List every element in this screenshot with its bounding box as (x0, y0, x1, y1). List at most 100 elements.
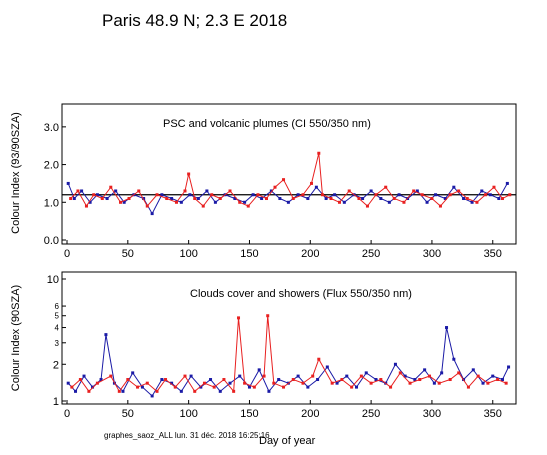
bottom-series-0-point (335, 381, 339, 385)
bottom-y-tick-label: 2 (53, 359, 59, 371)
bottom-series-0-point (471, 368, 475, 372)
bottom-series-0-point (364, 371, 368, 375)
top-series-1-point (465, 197, 469, 201)
bottom-series-0-point (491, 374, 495, 378)
bottom-series-1-point (369, 381, 373, 385)
top-series-1-point (402, 200, 406, 204)
top-series-1-point (384, 185, 388, 189)
top-series-0-point (342, 200, 346, 204)
top-series-0-point (179, 200, 183, 204)
bottom-series-0-point (66, 381, 70, 385)
top-series-1-point (310, 181, 314, 185)
top-series-0-point (314, 185, 318, 189)
top-series-1-point (448, 193, 452, 197)
top-series-0-point (488, 193, 492, 197)
bottom-series-0-point (413, 378, 417, 382)
top-series-1-point (347, 189, 351, 193)
top-series-1-point (174, 200, 178, 204)
top-series-0-point (188, 193, 192, 197)
bottom-series-0-point (355, 385, 359, 389)
top-series-0-point (66, 181, 70, 185)
top-series-0-point (233, 197, 237, 201)
top-y-tick-label: 2.0 (44, 160, 59, 172)
top-series-0-point (470, 200, 474, 204)
bottom-series-1-point (183, 374, 187, 378)
top-series-1-point (201, 204, 205, 208)
top-series-1-point (457, 189, 461, 193)
top-y-tick-label: 1.0 (44, 197, 59, 209)
top-series-1-point (238, 200, 242, 204)
bottom-series-0-line (67, 327, 510, 397)
bottom-series-1-point (222, 378, 226, 382)
bottom-series-1-point (272, 381, 276, 385)
bottom-y-tick-label: 5 (55, 312, 60, 321)
bottom-series-1-point (291, 378, 295, 382)
bottom-series-1-point (212, 385, 216, 389)
bottom-series-0-point (247, 385, 251, 389)
top-series-0-point (296, 193, 300, 197)
bottom-panel-title: Clouds cover and showers (Flux 550/350 n… (190, 288, 412, 300)
main-title: Paris 48.9 N; 2.3 E 2018 (102, 11, 287, 30)
top-series-1-point (291, 197, 295, 201)
bottom-y-tick-label: 1 (53, 396, 59, 408)
bottom-series-1-point (117, 389, 121, 393)
bottom-series-0-point (218, 389, 222, 393)
top-series-1-point (374, 193, 378, 197)
bottom-x-tick-label: 100 (179, 408, 197, 420)
top-series-0-point (205, 189, 209, 193)
top-series-1-point (109, 185, 113, 189)
bottom-series-1-point (193, 389, 197, 393)
top-x-tick-label: 150 (240, 248, 258, 260)
bottom-series-1-point (448, 378, 452, 382)
bottom-series-0-point (423, 368, 427, 372)
bottom-series-1-point (237, 316, 241, 320)
bottom-series-0-point (481, 381, 485, 385)
bottom-series-1-point (379, 378, 383, 382)
top-series-0-point (387, 200, 391, 204)
bottom-series-0-point (507, 365, 511, 369)
bottom-series-1-point (496, 378, 500, 382)
top-series-1-point (508, 193, 512, 197)
top-series-0-point (306, 197, 310, 201)
top-series-1-point (187, 172, 191, 176)
top-series-1-point (228, 189, 232, 193)
bottom-series-1-point (418, 378, 422, 382)
top-series-0-point (80, 189, 84, 193)
bottom-series-1-point (476, 374, 480, 378)
top-series-1-point (155, 193, 159, 197)
bottom-series-1-point (266, 314, 270, 318)
bottom-series-1-point (202, 381, 206, 385)
top-series-0-point (379, 197, 383, 201)
top-panel: PSC and volcanic plumes (CI 550/350 nm) … (10, 103, 517, 260)
top-series-1-point (218, 197, 222, 201)
top-series-1-point (329, 197, 333, 201)
top-series-0-point (434, 193, 438, 197)
top-series-0-point (452, 185, 456, 189)
bottom-series-1-point (389, 385, 393, 389)
bottom-series-0-point (228, 381, 232, 385)
top-series-1-point (100, 197, 104, 201)
top-x-tick-label: 100 (179, 248, 197, 260)
top-series-1-point (127, 197, 131, 201)
bottom-series-0-point (238, 374, 242, 378)
top-series-1-point (145, 204, 149, 208)
top-series-0-point (88, 200, 92, 204)
top-y-axis-label: Colour Index (93/90SZA) (10, 112, 22, 234)
top-series-1-point (119, 200, 123, 204)
top-series-1-point (165, 197, 169, 201)
top-y-tick-label: 0.0 (44, 235, 59, 247)
top-plot-frame (61, 103, 517, 245)
bottom-series-1-point (457, 371, 461, 375)
bottom-series-1-point (330, 381, 334, 385)
bottom-series-1-point (126, 378, 130, 382)
bottom-y-axis-label: Colour Index (90SZA) (10, 285, 22, 391)
top-series-1-point (492, 185, 496, 189)
top-series-0-point (324, 197, 328, 201)
top-series-0-point (497, 197, 501, 201)
bottom-series-0-point (296, 374, 300, 378)
bottom-series-0-point (267, 389, 271, 393)
bottom-series-1-point (70, 385, 74, 389)
top-series-0-point (425, 200, 429, 204)
bottom-x-tick-label: 0 (64, 408, 70, 420)
top-series-0-point (505, 181, 509, 185)
